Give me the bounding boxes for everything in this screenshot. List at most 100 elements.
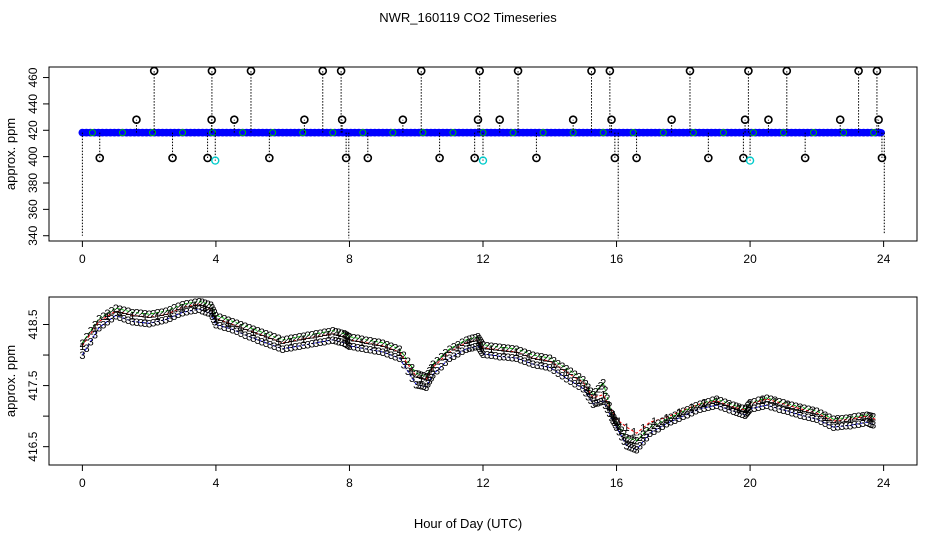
bottom-series-marks: 3333333333333333333333333333333333333333… — [79, 296, 876, 456]
series-2-mark: 2 — [171, 303, 177, 315]
band-point — [234, 128, 243, 137]
series-2-mark: 2 — [555, 358, 561, 370]
series-2-mark: 2 — [637, 432, 643, 444]
spike-point — [835, 115, 845, 125]
bottom-plot-frame — [48, 296, 918, 466]
band-point — [254, 128, 263, 137]
bottom-x-tick-label: 0 — [79, 476, 86, 490]
series-3-mark: 3 — [188, 306, 194, 318]
series-3-mark: 3 — [175, 309, 181, 321]
spike-point — [513, 66, 523, 76]
band-point — [567, 128, 576, 137]
series-1-mark: 1 — [736, 403, 742, 415]
band-point — [90, 128, 99, 137]
series-3-mark: 3 — [866, 418, 872, 430]
series-2-mark: 2 — [793, 401, 799, 413]
series-3-mark: 3 — [288, 342, 294, 354]
band-point — [867, 128, 876, 137]
series-2-mark: 2 — [234, 318, 240, 330]
series-3-mark: 3 — [154, 316, 160, 328]
band-point — [491, 128, 499, 137]
series-2-mark: 2 — [801, 403, 807, 415]
series-3-mark: 3 — [818, 416, 824, 428]
series-3-mark: 3 — [595, 397, 601, 409]
series-2-mark: 2 — [668, 412, 674, 424]
series-3-mark: 3 — [722, 403, 728, 415]
series-1-mark: 1 — [868, 413, 874, 425]
series-2-mark: 2 — [684, 404, 690, 416]
bottom-y-tick-label: 417.5 — [26, 370, 40, 400]
band-point — [775, 128, 784, 137]
series-2-mark: 2 — [438, 352, 444, 364]
series-3-mark: 3 — [860, 418, 866, 430]
series-3-line — [81, 308, 876, 451]
series-3-mark: 3 — [100, 319, 106, 331]
bottom-x-tick-label: 4 — [213, 476, 220, 490]
band-point — [731, 128, 740, 137]
series-2-mark: 2 — [280, 335, 286, 347]
series-2-mark: 2 — [255, 326, 261, 338]
spike-point — [587, 66, 596, 76]
band-point — [831, 128, 840, 137]
series-2-mark: 2 — [479, 338, 485, 350]
series-2-mark: 2 — [309, 329, 315, 341]
band-point — [134, 128, 143, 137]
series-2-mark: 2 — [590, 390, 596, 402]
series-2-mark: 2 — [631, 435, 637, 447]
series-2-mark: 2 — [789, 400, 795, 412]
series-3-mark: 3 — [743, 408, 749, 420]
series-3-mark: 3 — [739, 409, 745, 421]
series-2-mark: 2 — [472, 332, 478, 344]
series-1-mark: 1 — [326, 329, 332, 341]
series-3-mark: 3 — [83, 343, 89, 355]
spike-point — [877, 153, 887, 163]
band-point — [643, 128, 652, 137]
series-3-mark: 3 — [396, 353, 402, 365]
bottom-y-tick-label: 416.5 — [26, 431, 40, 461]
top-y-tick-label: 460 — [26, 67, 40, 87]
band-accent-point — [359, 129, 367, 137]
series-1-mark: 1 — [747, 399, 753, 411]
series-2-mark: 2 — [138, 308, 144, 320]
series-3-mark: 3 — [271, 341, 277, 353]
band-point — [855, 128, 864, 137]
series-3-mark: 3 — [475, 341, 481, 353]
series-3-mark: 3 — [705, 402, 711, 414]
band-point — [583, 128, 592, 137]
cyan-point — [211, 156, 220, 165]
band-point — [326, 128, 335, 137]
band-point — [835, 128, 844, 137]
series-2-mark: 2 — [363, 335, 369, 347]
series-2-mark: 2 — [608, 408, 614, 420]
band-accent-point — [179, 129, 187, 137]
top-x-axis: 0 4 8 12 16 20 24 — [79, 241, 891, 266]
band-accent-point — [419, 129, 427, 137]
series-3-mark: 3 — [585, 391, 591, 403]
series-2-mark: 2 — [530, 350, 536, 362]
series-2-mark: 2 — [113, 303, 119, 315]
band-point — [763, 128, 772, 137]
series-3-mark: 3 — [263, 338, 269, 350]
series-3-mark: 3 — [797, 410, 803, 422]
series-3-mark: 3 — [104, 316, 110, 328]
band-point — [122, 128, 131, 137]
series-3-mark: 3 — [505, 352, 511, 364]
series-3-mark: 3 — [88, 336, 94, 348]
series-2-mark: 2 — [263, 329, 269, 341]
band-point — [138, 128, 147, 137]
series-3-mark: 3 — [413, 379, 419, 391]
band-point — [787, 128, 796, 137]
band-point — [603, 128, 612, 137]
band-point — [431, 128, 439, 137]
series-3-mark: 3 — [338, 337, 344, 349]
series-3-mark: 3 — [488, 350, 494, 362]
series-3-mark: 3 — [317, 337, 323, 349]
series-2-mark: 2 — [768, 394, 774, 406]
band-point — [735, 128, 744, 137]
series-3-mark: 3 — [313, 338, 319, 350]
series-3-mark: 3 — [428, 373, 434, 385]
series-3-mark: 3 — [179, 307, 185, 319]
series-2-mark: 2 — [351, 332, 357, 344]
spike-point — [132, 115, 141, 125]
series-2-mark: 2 — [117, 304, 123, 316]
